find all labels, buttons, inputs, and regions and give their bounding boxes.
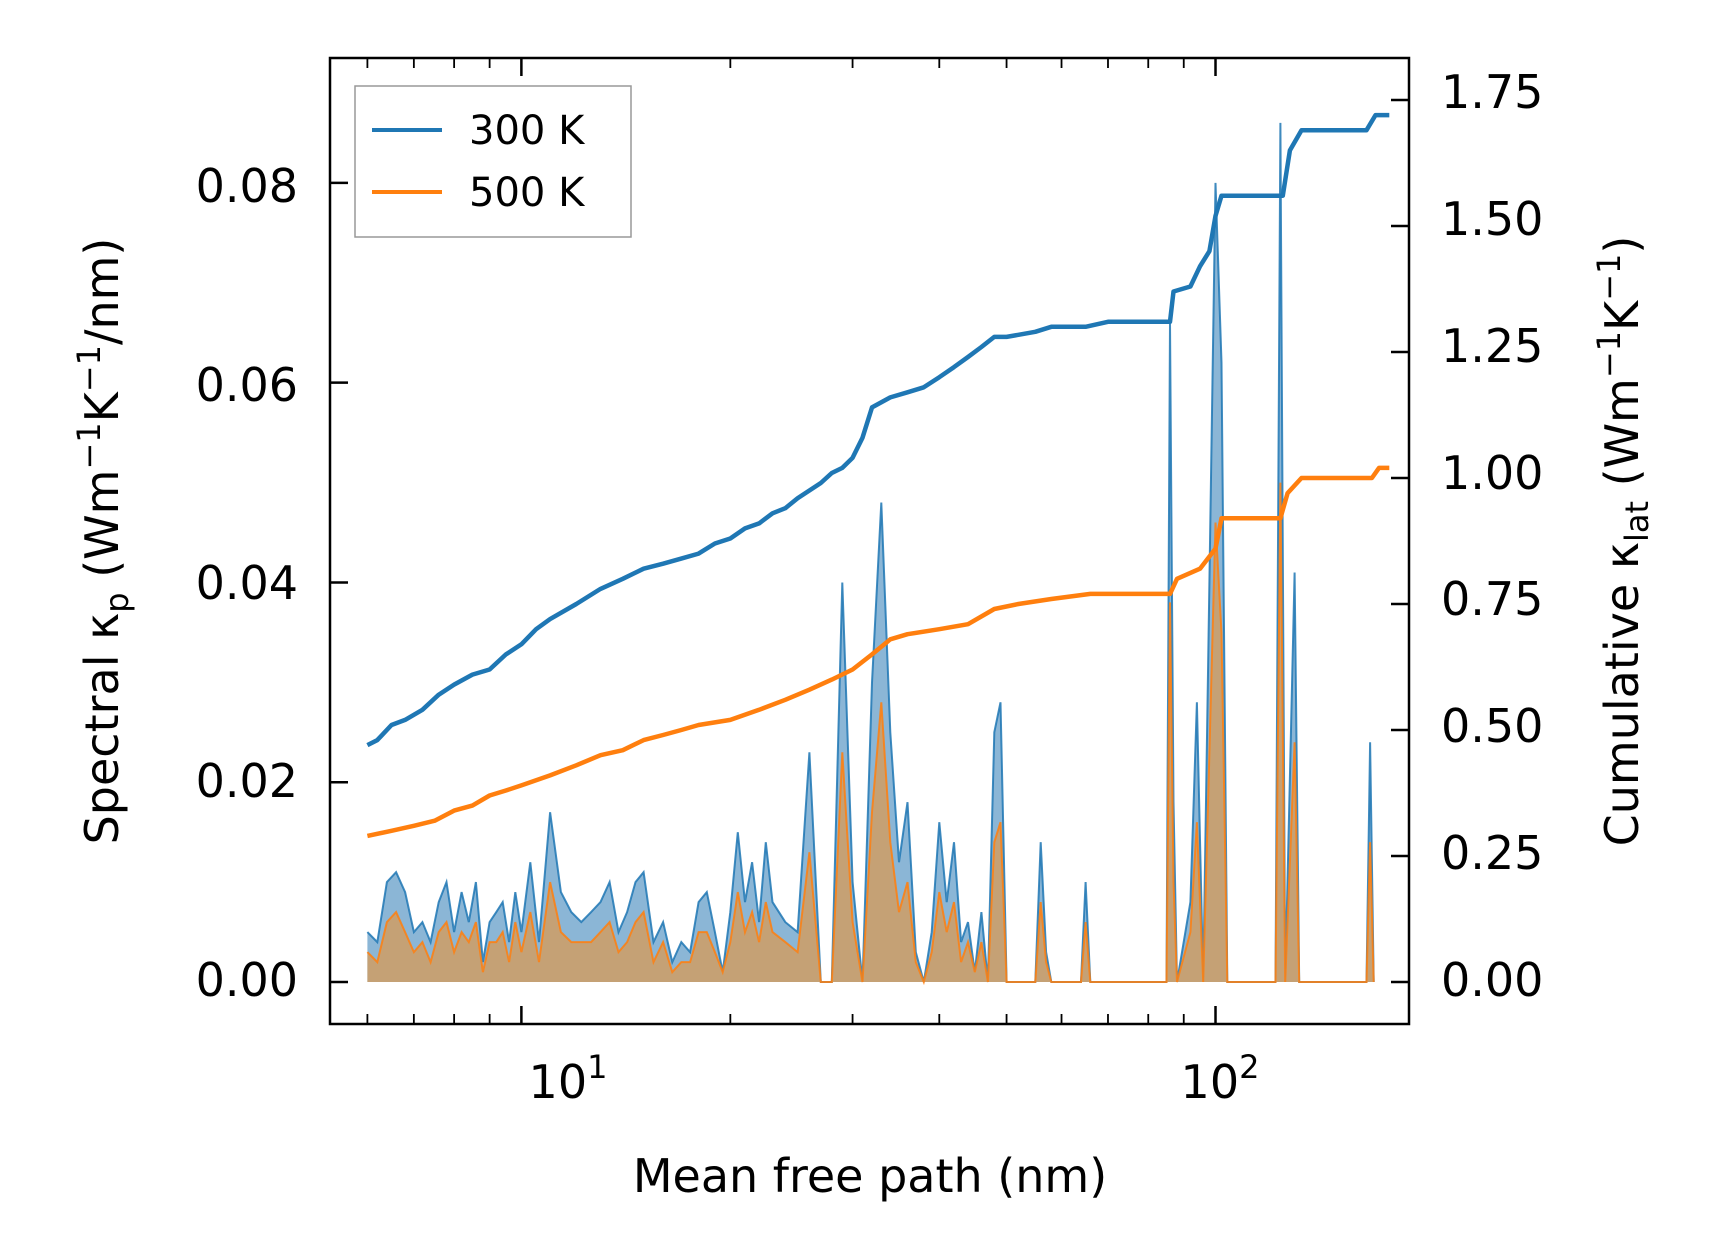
spectral-area-500k <box>367 482 1374 982</box>
plot-area-frame <box>328 56 1411 1026</box>
label-part: ) <box>1595 236 1649 254</box>
x-tick-exponent: 2 <box>1239 1048 1259 1086</box>
label-superscript: −1 <box>1590 331 1628 378</box>
label-subscript: lat <box>1618 501 1656 542</box>
y-right-tick-label: 1.50 <box>1441 192 1543 246</box>
spectral-area-300k <box>367 122 1374 982</box>
x-tick-exponent: 1 <box>587 1048 607 1086</box>
cumulative-line-layer <box>366 112 1390 839</box>
x-tick-base: 10 <box>529 1055 588 1109</box>
y-right-tick-label: 0.00 <box>1441 953 1543 1007</box>
label-part: /nm) <box>75 238 129 345</box>
y-right-axis-label: Cumulative κlat (Wm−1K−1) <box>1590 236 1656 847</box>
label-subscript: p <box>98 592 136 612</box>
y-right-tick-label: 0.75 <box>1441 572 1543 626</box>
y-right-tick-label: 0.25 <box>1441 826 1543 880</box>
x-tick-base: 10 <box>1181 1055 1240 1109</box>
x-tick-label-100: 102 <box>1181 1048 1260 1109</box>
tick-layer <box>330 58 1409 1024</box>
label-part: Cumulative <box>1595 569 1649 846</box>
x-axis-label: Mean free path (nm) <box>633 1149 1107 1203</box>
y-left-tick-label: 0.02 <box>196 754 298 808</box>
y-right-tick-label: 0.50 <box>1441 699 1543 753</box>
y-left-tick-label: 0.00 <box>196 953 298 1007</box>
y-left-tick-label: 0.04 <box>196 556 298 610</box>
label-part: κ <box>1595 542 1649 569</box>
label-part: κ <box>75 613 129 640</box>
legend-box <box>354 85 632 238</box>
legend: 300 K 500 K <box>354 85 632 238</box>
label-part: K <box>1595 299 1649 331</box>
legend-label-500k: 500 K <box>469 170 586 216</box>
label-superscript: −1 <box>70 422 108 469</box>
cumulative-line-500k <box>366 465 1390 839</box>
cumulative-line-300k <box>366 112 1390 748</box>
y-right-tick-label: 1.25 <box>1441 319 1543 373</box>
y-left-tick-label: 0.08 <box>196 159 298 213</box>
label-part: K <box>75 390 129 422</box>
y-left-axis-label: Spectral κp (Wm−1K−1/nm) <box>70 238 136 845</box>
label-superscript: −1 <box>70 345 108 392</box>
y-right-tick-label: 1.00 <box>1441 446 1543 500</box>
label-part: (Wm <box>1595 378 1649 501</box>
y-right-tick-label: 1.75 <box>1441 65 1543 119</box>
label-superscript: −1 <box>1590 254 1628 301</box>
spectral-line-500k <box>366 482 1375 986</box>
label-part: (Wm <box>75 470 129 593</box>
y-left-tick-label: 0.06 <box>196 358 298 412</box>
x-tick-label-10: 101 <box>529 1048 608 1109</box>
label-part: Spectral <box>75 640 129 845</box>
legend-label-300k: 300 K <box>469 108 586 154</box>
